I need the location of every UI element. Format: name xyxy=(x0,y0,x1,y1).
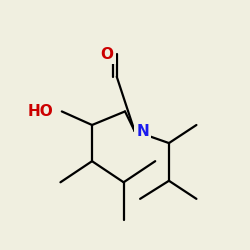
Text: O: O xyxy=(101,47,114,62)
Text: N: N xyxy=(136,124,149,138)
Text: HO: HO xyxy=(28,104,54,119)
